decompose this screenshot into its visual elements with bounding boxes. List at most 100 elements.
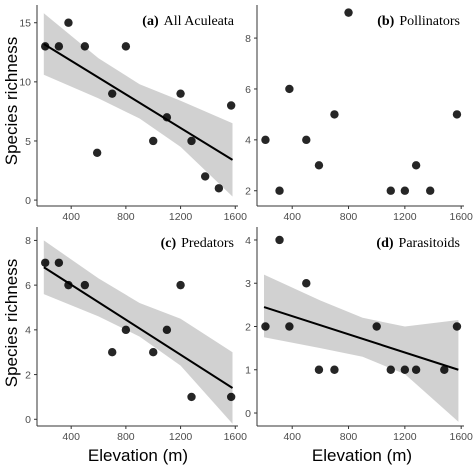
data-point-b-1 bbox=[275, 186, 284, 195]
y-tick-label-b-0: 2 bbox=[245, 186, 251, 198]
data-point-c-5 bbox=[121, 325, 131, 335]
data-point-d-6 bbox=[372, 322, 381, 331]
y-tick-label-a-3: 15 bbox=[19, 18, 31, 30]
x-tick-label-d-2: 1200 bbox=[393, 431, 417, 443]
data-point-a-10 bbox=[187, 136, 196, 146]
data-point-c-8 bbox=[176, 280, 185, 290]
data-point-a-3 bbox=[80, 42, 90, 51]
data-point-c-4 bbox=[108, 348, 117, 357]
data-point-b-0 bbox=[261, 135, 270, 145]
data-point-d-9 bbox=[411, 365, 421, 374]
data-point-a-11 bbox=[200, 172, 210, 181]
x-tick-label-d-1: 800 bbox=[340, 431, 358, 443]
x-tick-label-b-1: 800 bbox=[340, 211, 358, 223]
x-tick-label-a-0: 400 bbox=[62, 211, 80, 223]
panel-letter-c: (c) bbox=[161, 236, 177, 251]
y-tick-label-a-2: 10 bbox=[19, 77, 31, 89]
data-point-a-9 bbox=[176, 89, 185, 98]
panel-title-d: (d) Parasitoids bbox=[376, 236, 460, 251]
x-tick-label-b-2: 1200 bbox=[393, 211, 417, 223]
data-point-d-2 bbox=[285, 322, 294, 331]
x-tick-label-a-3: 1600 bbox=[224, 211, 248, 223]
y-tick-label-c-3: 6 bbox=[25, 280, 31, 292]
panel-b: 2 4 6 8 400 800 1200 1600 (b) Pollinators bbox=[245, 5, 473, 223]
panel-letter-d: (d) bbox=[376, 236, 393, 251]
y-tick-label-a-1: 5 bbox=[25, 136, 31, 148]
regression-line-d bbox=[263, 306, 459, 371]
data-point-c-0 bbox=[41, 258, 50, 267]
data-point-c-1 bbox=[54, 258, 64, 267]
data-point-c-6 bbox=[149, 348, 158, 357]
y-axis-title-bottom: Species richness bbox=[2, 259, 21, 388]
data-point-d-3 bbox=[302, 279, 311, 288]
x-tick-label-c-2: 1200 bbox=[169, 431, 193, 443]
confidence-band-a bbox=[43, 13, 233, 197]
data-point-b-4 bbox=[314, 161, 324, 170]
x-tick-label-b-3: 1600 bbox=[450, 211, 474, 223]
data-point-b-8 bbox=[400, 186, 410, 195]
x-tick-label-c-0: 400 bbox=[62, 431, 80, 443]
confidence-band-d bbox=[264, 274, 459, 422]
x-tick-label-c-1: 800 bbox=[117, 431, 135, 443]
x-tick-label-d-0: 400 bbox=[283, 431, 301, 443]
y-tick-label-b-1: 4 bbox=[245, 135, 251, 147]
panel-name-c: Predators bbox=[181, 236, 234, 251]
data-point-b-10 bbox=[426, 186, 435, 195]
panel-name-d: Parasitoids bbox=[399, 236, 460, 251]
panel-letter-b: (b) bbox=[377, 14, 394, 29]
data-point-a-5 bbox=[108, 89, 117, 98]
data-point-c-3 bbox=[80, 280, 90, 290]
confidence-band-c bbox=[43, 240, 233, 424]
y-tick-label-c-4: 8 bbox=[25, 235, 31, 247]
data-point-a-8 bbox=[162, 113, 172, 122]
y-tick-label-c-0: 0 bbox=[25, 414, 31, 426]
panel-name-a: All Aculeata bbox=[164, 14, 235, 29]
y-tick-label-d-0: 0 bbox=[245, 408, 251, 420]
y-tick-label-b-2: 6 bbox=[245, 84, 251, 96]
data-point-b-6 bbox=[344, 8, 353, 17]
y-tick-label-d-1: 1 bbox=[245, 365, 251, 377]
data-point-d-5 bbox=[330, 365, 339, 374]
regression-line-a bbox=[43, 43, 234, 161]
y-tick-label-d-3: 3 bbox=[245, 278, 251, 290]
data-point-c-9 bbox=[187, 392, 196, 402]
data-point-a-2 bbox=[64, 18, 73, 27]
data-point-d-1 bbox=[275, 235, 284, 245]
y-tick-label-c-2: 4 bbox=[25, 325, 31, 337]
data-point-d-0 bbox=[261, 322, 270, 331]
data-point-c-2 bbox=[64, 280, 73, 290]
data-point-d-4 bbox=[314, 365, 324, 374]
data-point-a-7 bbox=[149, 136, 158, 146]
y-axis-title-top: Species richness bbox=[2, 37, 21, 166]
x-tick-label-d-3: 1600 bbox=[450, 431, 474, 443]
data-point-d-7 bbox=[386, 365, 395, 374]
panel-c: 0 2 4 6 8 400 800 1200 1600 (c) Predators bbox=[25, 227, 247, 443]
data-point-b-9 bbox=[411, 161, 421, 170]
data-point-a-4 bbox=[92, 148, 102, 157]
y-tick-label-c-1: 2 bbox=[25, 369, 31, 381]
data-point-c-10 bbox=[226, 392, 236, 402]
panel-title-a: (a) All Aculeata bbox=[142, 14, 234, 29]
data-point-a-0 bbox=[41, 42, 50, 51]
data-point-a-13 bbox=[226, 101, 236, 110]
x-tick-label-b-0: 400 bbox=[283, 211, 301, 223]
regression-line-c bbox=[43, 266, 234, 389]
data-point-b-11 bbox=[452, 110, 462, 119]
panel-title-b: (b) Pollinators bbox=[377, 14, 460, 29]
y-tick-label-a-0: 0 bbox=[25, 195, 31, 207]
x-tick-label-a-2: 1200 bbox=[169, 211, 193, 223]
x-tick-label-c-3: 1600 bbox=[224, 431, 248, 443]
data-point-d-8 bbox=[400, 365, 410, 374]
x-tick-label-a-1: 800 bbox=[117, 211, 135, 223]
y-tick-label-d-4: 4 bbox=[245, 235, 251, 247]
data-point-b-5 bbox=[330, 110, 339, 119]
data-point-c-7 bbox=[162, 325, 172, 335]
data-point-b-2 bbox=[285, 84, 294, 94]
panel-a: 0 5 10 15 400 800 1200 1600 (a) All Aculeata bbox=[19, 5, 247, 223]
data-point-b-7 bbox=[386, 186, 395, 195]
x-axis-title-left: Elevation (m) bbox=[88, 446, 188, 465]
data-point-b-3 bbox=[302, 135, 311, 145]
data-point-a-12 bbox=[214, 184, 224, 193]
data-point-a-1 bbox=[54, 42, 64, 51]
